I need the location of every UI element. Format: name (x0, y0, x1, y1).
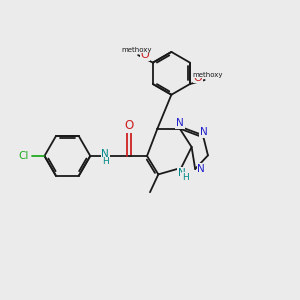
Text: O: O (124, 119, 133, 132)
Text: methoxy: methoxy (122, 47, 152, 53)
Text: N: N (197, 164, 205, 174)
Text: O: O (140, 50, 149, 60)
Text: N: N (178, 168, 186, 178)
Text: N: N (200, 127, 208, 137)
Text: Cl: Cl (18, 151, 28, 161)
Text: methoxy: methoxy (192, 72, 223, 78)
Text: H: H (102, 158, 109, 166)
Text: N: N (176, 118, 184, 128)
Text: N: N (101, 149, 109, 159)
Text: O: O (194, 73, 202, 82)
Text: H: H (183, 173, 189, 182)
